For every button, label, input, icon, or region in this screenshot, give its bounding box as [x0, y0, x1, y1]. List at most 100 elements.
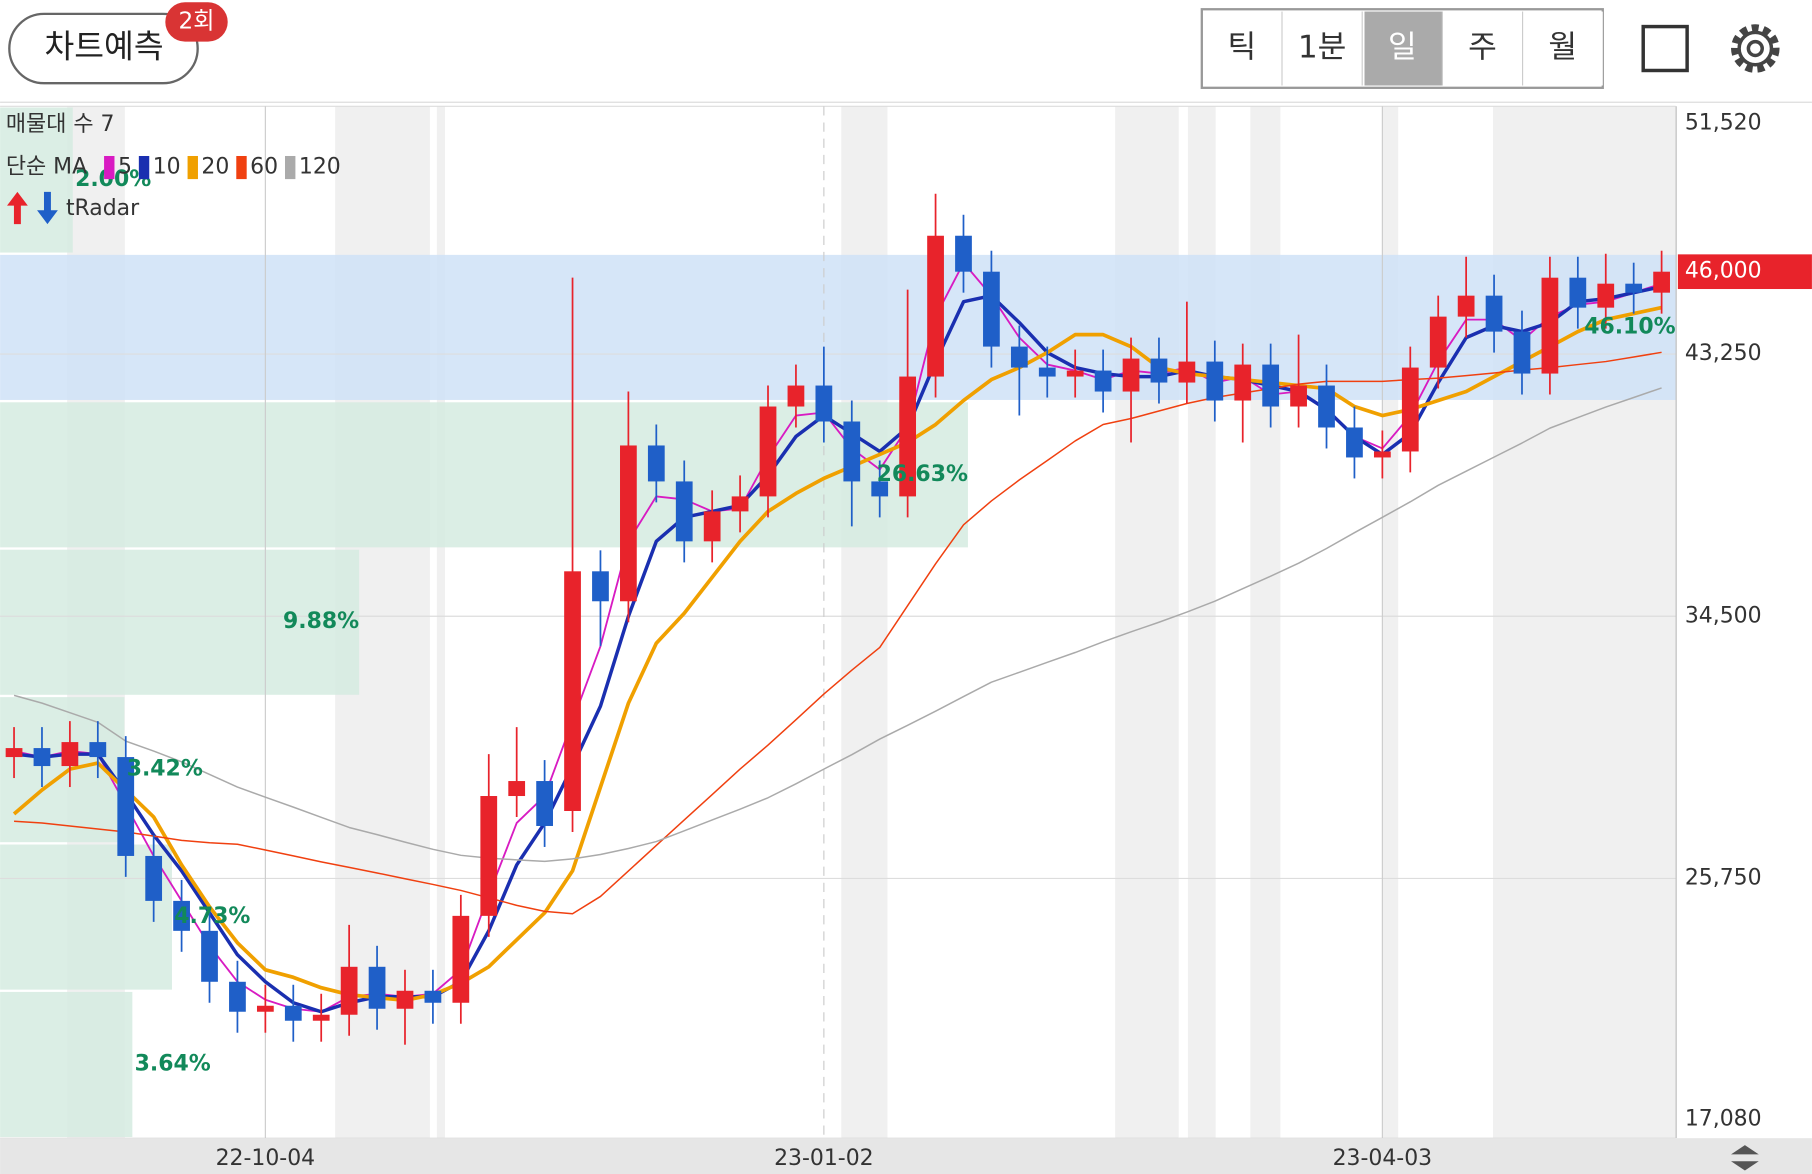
candle-body: [983, 271, 1000, 347]
y-tick-label: 43,250: [1685, 341, 1762, 366]
legend-swatch: [104, 155, 115, 180]
candle-body: [1038, 367, 1056, 377]
candle-body: [759, 406, 777, 497]
gear-teeth: [1731, 24, 1780, 73]
candle-body: [1122, 358, 1140, 392]
candle-body: [312, 1014, 330, 1021]
profile-bar: [0, 402, 968, 548]
candle-body: [843, 421, 861, 482]
scale-handle[interactable]: [1731, 1145, 1759, 1171]
candle-body: [1625, 283, 1643, 293]
ma-title: 단순 MA: [6, 155, 87, 180]
candle-body: [1206, 361, 1224, 401]
candle-body: [1401, 367, 1419, 452]
candle-body: [1569, 277, 1587, 308]
candle-body: [340, 966, 358, 1015]
candle-body: [89, 742, 107, 758]
tab[interactable]: [1284, 11, 1363, 86]
candle-body: [117, 757, 135, 856]
fullscreen-icon[interactable]: [1641, 24, 1689, 73]
candle-body: [1234, 364, 1252, 401]
tab[interactable]: [1444, 11, 1523, 86]
legend: 단순 MA 5 10 20 60 120: [6, 155, 341, 180]
candle-body: [647, 445, 665, 482]
candle-body: [480, 796, 498, 916]
tab-label: 주: [1468, 30, 1497, 66]
scale-arrows: [1731, 1145, 1759, 1171]
candle-body: [1066, 370, 1084, 377]
candle-body: [368, 966, 386, 1009]
profile-bar: [0, 844, 172, 990]
x-tick-label: 23-01-02: [774, 1146, 874, 1171]
profile-bar: [0, 549, 360, 695]
current-price-box: [1677, 254, 1812, 290]
candle-body: [1010, 346, 1028, 368]
profile-label: 9.88%: [283, 609, 359, 634]
candle-body: [396, 990, 414, 1009]
x-axis-bar: [0, 1138, 1812, 1174]
candle-body: [1653, 271, 1670, 293]
candle-body: [1457, 295, 1475, 317]
profile-count: 매물대 수 7: [6, 112, 115, 137]
tab[interactable]: [1364, 11, 1443, 86]
candle-body: [1318, 385, 1335, 428]
ma-lines: [12, 261, 1662, 1014]
candle-body: [536, 781, 553, 826]
candle-body: [5, 748, 23, 758]
candle-body: [703, 511, 721, 542]
y-tick-label: 51,520: [1685, 111, 1762, 136]
candle-body: [1150, 358, 1168, 383]
gear-body: [1737, 30, 1774, 67]
profile-label: 3.42%: [127, 757, 203, 782]
tab[interactable]: [1204, 11, 1283, 86]
candle-body: [731, 496, 749, 512]
ma-line: [14, 351, 1662, 915]
legend-label: 60: [250, 155, 278, 180]
settings-icon[interactable]: [1731, 24, 1780, 73]
candle-body: [1513, 331, 1531, 374]
legend-swatch: [236, 155, 247, 180]
predict-button-label: 차트예측: [45, 28, 164, 66]
candle-body: [452, 915, 470, 1003]
tab-label: 1분: [1298, 30, 1347, 66]
candle-body: [256, 1005, 274, 1012]
tab-label: 월: [1548, 30, 1577, 66]
profile-bar: [0, 107, 73, 253]
tab[interactable]: [1524, 11, 1603, 86]
candle-body: [899, 376, 917, 497]
ma-line: [12, 305, 1662, 1003]
gear-hole: [1746, 39, 1764, 58]
profile-label: 26.63%: [877, 462, 968, 487]
candle-body: [508, 781, 526, 797]
badge: [165, 2, 228, 42]
tab-label: 틱: [1228, 30, 1257, 66]
candle-body: [1485, 295, 1503, 332]
predict-button[interactable]: [8, 12, 199, 85]
volume-profile: [0, 107, 1676, 1138]
candle-body: [871, 481, 889, 497]
shade: [436, 106, 445, 1139]
legend-swatch: [138, 155, 150, 180]
profile-label: 3.64%: [135, 1051, 211, 1076]
current-price-label: 46,000: [1685, 259, 1762, 284]
legend-label: 5: [118, 155, 132, 180]
badge-label: 2회: [179, 8, 215, 34]
period-tabs: 틱 1분 일 주 월: [1200, 8, 1604, 89]
profile-labels: 2.00%46.10%26.63%9.88%3.42%4.73%3.64%: [75, 167, 1676, 1076]
candle-body: [201, 930, 218, 982]
candle-body: [955, 235, 972, 272]
profile-bar: [0, 991, 133, 1138]
candle-body: [620, 445, 637, 602]
candle-body: [1429, 316, 1447, 368]
candle-body: [424, 990, 442, 1003]
candle-body: [1346, 427, 1363, 458]
x-tick-label: 23-04-03: [1333, 1146, 1433, 1171]
radar-label: tRadar: [66, 196, 140, 221]
candle-body: [284, 1005, 302, 1021]
ma-line: [13, 284, 1662, 1014]
profile-bar: [0, 254, 1676, 400]
candle-body: [1178, 361, 1196, 383]
tab-label: 일: [1388, 30, 1417, 66]
legend-label: 120: [299, 155, 341, 180]
